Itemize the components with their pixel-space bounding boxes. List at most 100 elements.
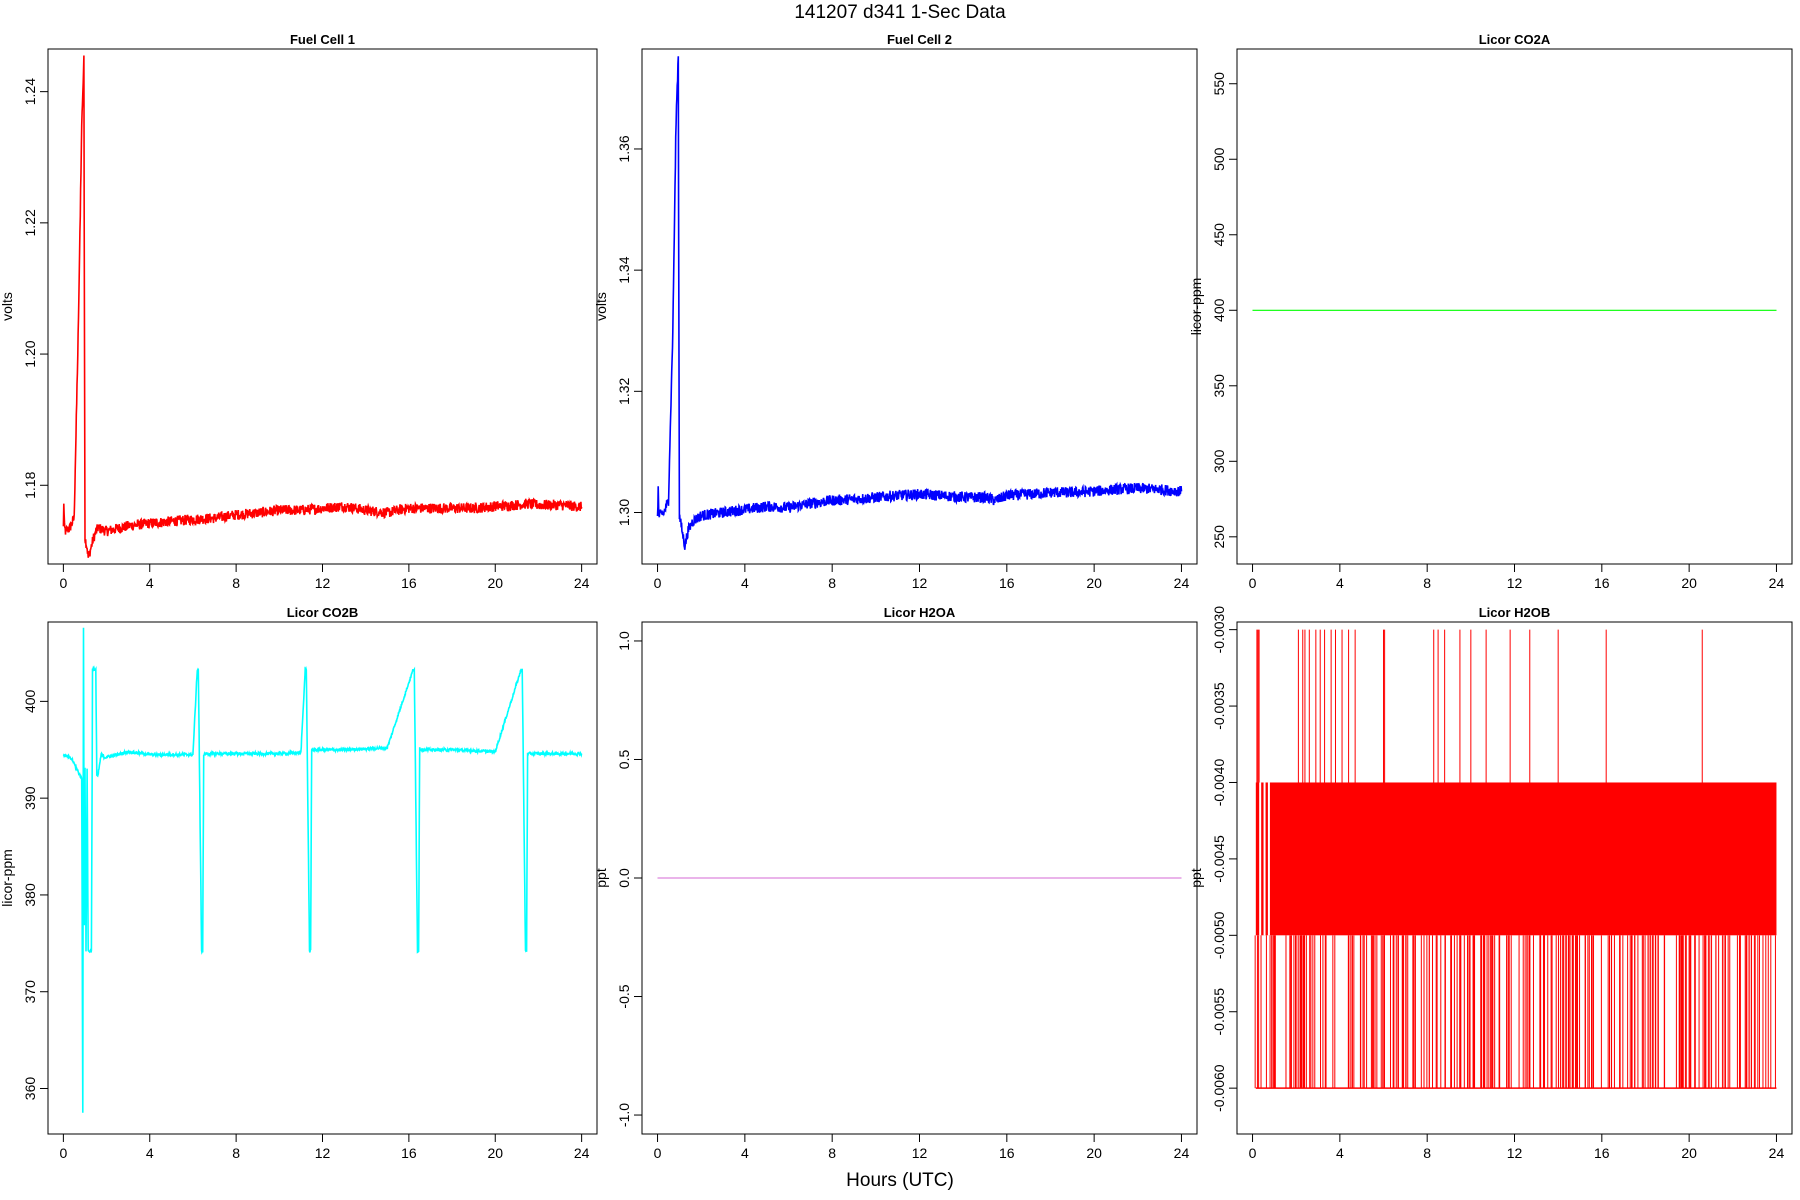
x-tick-label: 16 [1594, 575, 1610, 591]
x-tick-label: 20 [487, 1145, 503, 1161]
y-tick-label: 350 [1211, 374, 1227, 398]
y-tick-label: 400 [1211, 298, 1227, 322]
y-tick-label: 1.24 [22, 78, 38, 105]
x-tick-label: 0 [654, 575, 662, 591]
x-tick-label: 20 [1681, 575, 1697, 591]
y-tick-label: 1.0 [616, 631, 632, 651]
panel-3: Licor CO2A 0 4 8 12 16 20 24 250 300 350 400 450 500 5… [1188, 32, 1793, 591]
x-tick-label: 8 [828, 1145, 836, 1161]
y-axis-label: licor-ppm [0, 849, 15, 907]
y-tick-label: -0.0050 [1211, 911, 1227, 959]
y-tick-label: 360 [22, 1077, 38, 1101]
y-axis-label: ppt [1188, 868, 1204, 888]
y-tick-label: 500 [1211, 147, 1227, 171]
y-tick-label: -0.0040 [1211, 759, 1227, 807]
x-tick-label: 8 [1423, 575, 1431, 591]
x-tick-label: 0 [59, 575, 67, 591]
y-tick-label: 380 [22, 883, 38, 907]
y-tick-label: 450 [1211, 223, 1227, 247]
y-tick-label: 400 [22, 689, 38, 713]
data-band [1255, 782, 1777, 936]
y-tick-label: 250 [1211, 525, 1227, 549]
y-tick-label: 1.36 [616, 135, 632, 162]
x-tick-label: 20 [1086, 575, 1102, 591]
x-tick-label: 16 [1594, 1145, 1610, 1161]
x-tick-label: 4 [741, 575, 749, 591]
panel-title: Licor CO2B [287, 605, 359, 620]
y-axis-label: licor-ppm [1188, 278, 1204, 336]
y-tick-label: 1.18 [22, 471, 38, 498]
x-tick-label: 24 [1769, 575, 1785, 591]
panel-title: Fuel Cell 1 [290, 32, 355, 47]
x-tick-label: 20 [1086, 1145, 1102, 1161]
x-tick-label: 12 [315, 1145, 331, 1161]
x-tick-label: 16 [401, 575, 417, 591]
plot-frame [47, 621, 598, 1135]
x-tick-label: 8 [1423, 1145, 1431, 1161]
x-tick-label: 0 [1249, 1145, 1257, 1161]
panel-1: Fuel Cell 1 0 4 8 12 16 20 24 1.18 1.20 1.22 1.24 vo… [0, 32, 598, 591]
plot-frame [1236, 48, 1793, 565]
panel-5: Licor H2OA 0 4 8 12 16 20 24 -1.0 -0.5 0.0 0.5 1.0 pp… [593, 605, 1198, 1161]
y-axis-label: volts [0, 292, 15, 321]
y-tick-label: 1.30 [616, 499, 632, 526]
x-tick-label: 4 [1336, 575, 1344, 591]
panel-4: Licor CO2B 0 4 8 12 16 20 24 360 370 380 390 400 lico… [0, 605, 598, 1161]
y-tick-label: -0.0055 [1211, 988, 1227, 1036]
x-tick-label: 12 [1507, 1145, 1523, 1161]
y-tick-label: 0.0 [616, 868, 632, 888]
x-tick-label: 24 [574, 1145, 590, 1161]
y-tick-label: 300 [1211, 449, 1227, 473]
x-tick-label: 8 [232, 1145, 240, 1161]
y-tick-label: 550 [1211, 72, 1227, 96]
x-tick-label: 8 [828, 575, 836, 591]
x-tick-label: 4 [146, 575, 154, 591]
x-tick-label: 16 [999, 1145, 1015, 1161]
x-tick-label: 4 [146, 1145, 154, 1161]
x-tick-label: 12 [912, 1145, 928, 1161]
x-tick-label: 12 [315, 575, 331, 591]
x-tick-label: 4 [741, 1145, 749, 1161]
x-tick-label: 0 [1249, 575, 1257, 591]
x-tick-label: 16 [401, 1145, 417, 1161]
y-tick-label: -0.5 [616, 984, 632, 1008]
panel-6: Licor H2OB 0 4 8 12 16 20 24 -0.0060 -0.0055 -0.00… [1188, 605, 1793, 1161]
x-axis-label: Hours (UTC) [846, 1170, 954, 1191]
figure-title: 141207 d341 1-Sec Data [794, 2, 1006, 23]
x-tick-label: 12 [1507, 575, 1523, 591]
data-line [656, 56, 1183, 550]
y-axis-label: volts [593, 292, 609, 321]
y-tick-label: 1.20 [22, 340, 38, 367]
y-tick-label: 370 [22, 980, 38, 1004]
y-tick-label: -1.0 [616, 1103, 632, 1127]
x-tick-label: 20 [487, 575, 503, 591]
y-axis-label: ppt [593, 868, 609, 888]
x-tick-label: 20 [1681, 1145, 1697, 1161]
x-tick-label: 4 [1336, 1145, 1344, 1161]
y-tick-label: -0.0035 [1211, 682, 1227, 730]
y-tick-label: 1.32 [616, 377, 632, 404]
x-tick-label: 16 [999, 575, 1015, 591]
panel-title: Fuel Cell 2 [887, 32, 952, 47]
x-tick-label: 8 [232, 575, 240, 591]
y-tick-label: -0.0030 [1211, 606, 1227, 654]
y-tick-label: 1.22 [22, 209, 38, 236]
x-tick-label: 24 [1174, 1145, 1190, 1161]
x-tick-label: 24 [1769, 1145, 1785, 1161]
panel-title: Licor CO2A [1479, 32, 1551, 47]
panel-title: Licor H2OB [1479, 605, 1551, 620]
x-tick-label: 24 [574, 575, 590, 591]
y-tick-label: 390 [22, 786, 38, 810]
data-line [62, 55, 583, 558]
x-tick-label: 12 [912, 575, 928, 591]
x-tick-label: 0 [654, 1145, 662, 1161]
x-tick-label: 0 [59, 1145, 67, 1161]
panel-title: Licor H2OA [884, 605, 956, 620]
panel-2: Fuel Cell 2 0 4 8 12 16 20 24 1.30 1.32 1.34 1.36 vo… [593, 32, 1198, 591]
y-tick-label: 0.5 [616, 750, 632, 770]
y-tick-label: 1.34 [616, 256, 632, 283]
x-tick-label: 24 [1174, 575, 1190, 591]
plot-frame [47, 48, 598, 565]
y-tick-label: -0.0060 [1211, 1064, 1227, 1112]
